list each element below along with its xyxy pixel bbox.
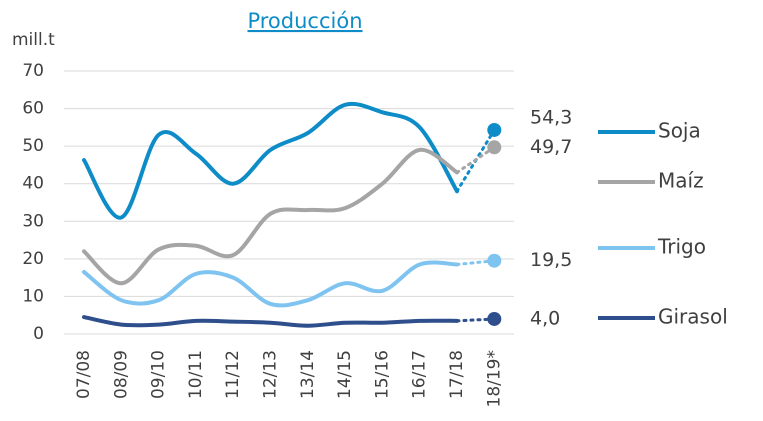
x-tick-label: 15/16 [372,350,392,399]
value-label: 49,7 [530,136,572,158]
y-axis-label: mill.t [12,30,55,50]
y-tick-label: 40 [22,174,44,194]
chart-title: Producción [247,9,362,33]
x-tick-label: 09/10 [149,350,169,399]
legend-label: Soja [658,119,701,143]
projection-marker [487,253,502,268]
value-label: 19,5 [530,249,572,271]
x-tick-label: 17/18 [447,350,467,399]
legend-label: Maíz [658,169,704,193]
series-line [82,260,459,308]
x-tick-label: 12/13 [261,350,281,399]
projection-marker [487,311,502,326]
x-tick-label: 14/15 [335,350,355,399]
x-tick-label: 18/19* [484,350,504,408]
y-tick-label: 10 [22,286,44,306]
x-tick-label: 11/12 [223,350,243,399]
legend-label: Trigo [657,235,706,259]
y-tick-label: 20 [22,249,44,269]
series-line [82,315,459,328]
x-tick-label: 16/17 [410,350,430,399]
projection-marker [487,122,502,137]
x-tick-label: 10/11 [186,350,206,399]
series-line [82,101,459,220]
x-tick-label: 13/14 [298,350,318,399]
legend-label: Girasol [658,305,728,329]
series-line [82,147,459,286]
y-tick-label: 70 [22,61,44,81]
y-tick-label: 50 [22,136,44,156]
projection-line [455,145,496,174]
x-tick-label: 07/08 [74,350,94,399]
value-label: 4,0 [530,307,560,329]
x-tick-label: 08/09 [111,350,131,399]
value-label: 54,3 [530,106,572,128]
projection-marker [487,140,502,155]
y-tick-label: 30 [22,211,44,231]
y-tick-label: 0 [33,324,44,344]
y-tick-label: 60 [22,99,44,119]
